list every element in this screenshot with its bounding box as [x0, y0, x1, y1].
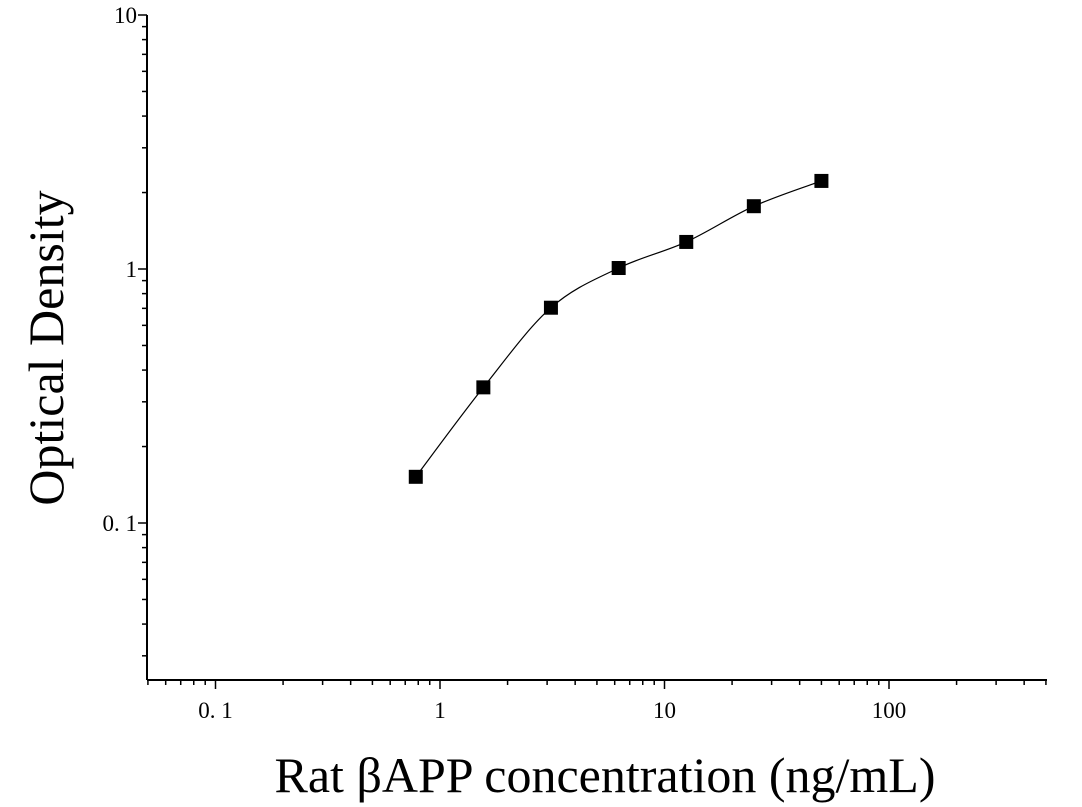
x-tick-label: 100 — [872, 698, 907, 723]
data-point — [611, 261, 626, 276]
x-tick-label: 1 — [434, 698, 446, 723]
data-point — [476, 380, 491, 395]
y-axis-title: Optical Density — [18, 190, 74, 505]
y-ticks: 0. 1 1 10 — [103, 3, 147, 657]
data-point — [679, 234, 694, 249]
y-tick-label: 1 — [126, 257, 138, 282]
x-tick-label: 0. 1 — [198, 698, 233, 723]
data-point — [814, 173, 829, 188]
y-tick-label: 10 — [114, 3, 137, 28]
x-tick-label: 10 — [653, 698, 676, 723]
x-axis-title: Rat βAPP concentration (ng/mL) — [275, 747, 936, 803]
data-point — [543, 300, 558, 315]
axes — [146, 15, 1047, 681]
y-tick-label: 0. 1 — [103, 511, 138, 536]
data-points — [408, 173, 829, 484]
x-ticks: 0. 1 1 10 100 — [147, 680, 1047, 723]
data-point — [408, 469, 423, 484]
fit-curve — [415, 180, 822, 478]
data-point — [746, 199, 761, 214]
